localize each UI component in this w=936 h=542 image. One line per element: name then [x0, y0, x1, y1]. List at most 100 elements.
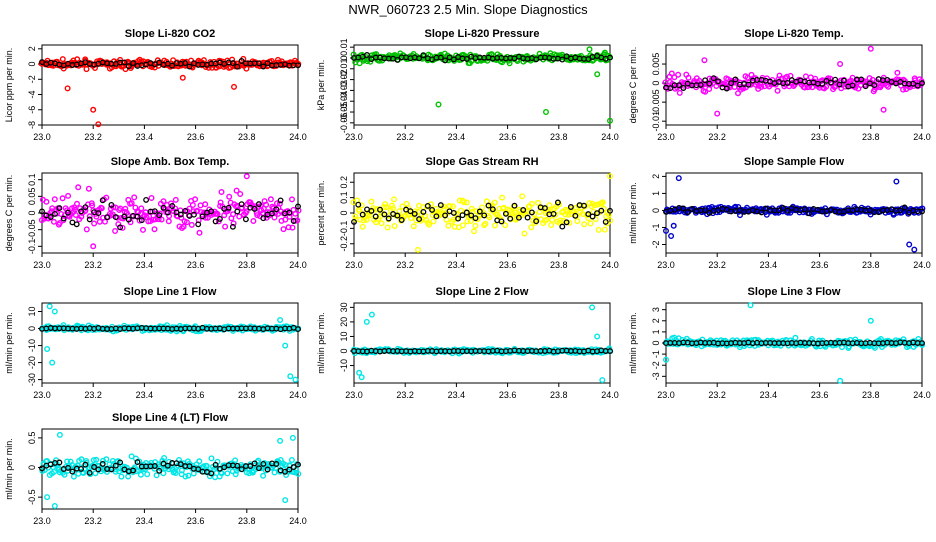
data-point — [260, 472, 267, 479]
x-tick-label: 23.0 — [33, 260, 51, 270]
reference-point — [86, 469, 93, 476]
data-point — [138, 205, 145, 212]
x-tick-label: 24.0 — [601, 260, 619, 270]
data-point — [77, 205, 84, 212]
reference-point — [130, 467, 137, 474]
y-tick-label: -0.01 — [651, 111, 661, 132]
reference-point — [702, 77, 709, 84]
reference-point — [607, 348, 613, 355]
reference-point — [563, 53, 570, 60]
reference-point — [73, 221, 80, 228]
data-point — [357, 216, 364, 223]
outlier-point — [906, 241, 913, 248]
panel-title: Slope Sample Flow — [744, 156, 845, 168]
data-point — [373, 51, 380, 58]
y-tick-label: 0.1 — [339, 191, 349, 204]
x-tick-label: 24.0 — [289, 516, 307, 526]
reference-point — [364, 52, 370, 58]
data-point — [50, 218, 57, 225]
reference-point — [290, 464, 297, 471]
reference-point — [450, 209, 457, 216]
reference-point — [550, 210, 557, 217]
outlier-point — [358, 374, 365, 381]
outlier-point — [589, 304, 596, 311]
x-tick-label: 24.0 — [913, 132, 931, 142]
x-tick-label: 24.0 — [601, 132, 619, 142]
outlier-point — [837, 61, 844, 68]
reference-point — [182, 60, 189, 67]
data-point — [163, 322, 170, 329]
reference-point — [238, 201, 245, 208]
x-tick-label: 23.0 — [657, 260, 675, 270]
y-axis-label: Licor ppm per min. — [4, 48, 14, 123]
data-point — [294, 217, 301, 224]
data-point — [512, 209, 519, 216]
data-point — [153, 472, 160, 479]
reference-point — [689, 206, 695, 212]
outlier-point — [44, 346, 51, 353]
data-point — [226, 193, 233, 200]
y-axis-label: percent per min. — [316, 180, 326, 245]
reference-point — [745, 81, 752, 88]
data-point — [528, 224, 535, 231]
reference-point — [784, 207, 791, 214]
reference-point — [429, 206, 436, 213]
reference-point — [589, 213, 596, 220]
y-tick-label: -0.2 — [339, 236, 349, 252]
y-tick-label: 2 — [651, 318, 661, 323]
data-point — [685, 74, 692, 81]
x-tick-label: 23.4 — [448, 260, 466, 270]
data-point — [230, 220, 237, 227]
panel-line3-flow: Slope Line 3 Flow ml/min per min. 23.0 23.2… — [628, 286, 931, 400]
outlier-point — [282, 497, 289, 504]
reference-point — [251, 460, 258, 467]
reference-point — [112, 462, 119, 469]
data-point — [472, 222, 479, 229]
reference-point — [667, 85, 674, 92]
reference-point — [784, 79, 791, 86]
data-point — [599, 199, 606, 206]
data-point — [190, 208, 197, 215]
reference-point — [476, 208, 483, 215]
reference-point — [69, 468, 76, 475]
panel-li820-temp: Slope Li-820 Temp. degrees C per min. 23.0… — [628, 28, 931, 142]
data-point — [70, 473, 77, 480]
reference-point — [862, 83, 869, 90]
data-point — [51, 196, 58, 203]
reference-point — [442, 212, 449, 219]
y-tick-label: 0 — [339, 55, 349, 60]
panel-title: Slope Li-820 Pressure — [425, 28, 540, 40]
data-point — [676, 89, 683, 96]
data-point — [587, 220, 594, 227]
x-tick-label: 23.6 — [187, 260, 205, 270]
reference-point — [680, 205, 687, 212]
reference-point — [82, 461, 89, 468]
reference-point — [238, 466, 245, 473]
x-tick-label: 23.4 — [136, 132, 154, 142]
x-tick-label: 23.8 — [238, 132, 256, 142]
outlier-point — [599, 377, 606, 384]
panel-title: Slope Gas Stream RH — [425, 156, 538, 168]
x-tick-label: 23.2 — [84, 260, 102, 270]
reference-point — [169, 62, 176, 69]
data-point — [565, 211, 572, 218]
panel-li820-pressure: Slope Li-820 Pressure kPa per min. 23.0 23.… — [316, 28, 619, 142]
data-point — [280, 226, 287, 233]
panel-sample-flow: Slope Sample Flow ml/min per min. 23.0 23.2… — [628, 156, 931, 270]
reference-point — [407, 208, 414, 215]
x-tick-label: 23.6 — [499, 260, 517, 270]
data-point — [252, 466, 259, 473]
reference-point — [554, 199, 561, 206]
plot-frame — [665, 172, 923, 254]
data-point — [196, 229, 203, 236]
data-point — [112, 468, 119, 475]
x-tick-label: 23.0 — [657, 390, 675, 400]
reference-point — [134, 459, 141, 466]
x-tick-label: 23.8 — [550, 260, 568, 270]
y-tick-label: 0.005 — [651, 53, 661, 76]
reference-point — [758, 209, 765, 216]
data-point — [549, 216, 556, 223]
reference-point — [710, 75, 717, 82]
data-point — [172, 470, 179, 477]
outlier-point — [292, 376, 299, 383]
